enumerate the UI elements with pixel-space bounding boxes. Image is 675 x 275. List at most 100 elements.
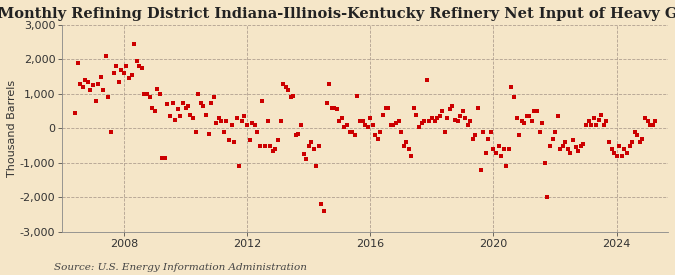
Point <box>203 131 214 136</box>
Point <box>159 155 170 160</box>
Point <box>95 75 106 79</box>
Point <box>277 81 288 86</box>
Point <box>547 136 558 141</box>
Point <box>296 123 306 127</box>
Point <box>421 78 432 82</box>
Point <box>609 150 620 155</box>
Point <box>313 144 324 148</box>
Y-axis label: Thousand Barrels: Thousand Barrels <box>7 80 17 177</box>
Point <box>286 95 296 100</box>
Point <box>493 144 504 148</box>
Point <box>632 133 643 138</box>
Point <box>324 81 335 86</box>
Point <box>626 140 637 144</box>
Point <box>129 42 140 46</box>
Point <box>103 95 113 100</box>
Point <box>562 147 573 151</box>
Point <box>101 54 111 58</box>
Point <box>552 114 563 119</box>
Point <box>90 98 101 103</box>
Point <box>383 106 394 110</box>
Point <box>344 130 355 134</box>
Point <box>275 119 286 124</box>
Point <box>588 116 599 120</box>
Point <box>596 112 607 117</box>
Point <box>170 117 181 122</box>
Point <box>645 123 655 127</box>
Point <box>619 147 630 151</box>
Point <box>162 102 173 106</box>
Point <box>483 136 493 141</box>
Point <box>211 121 221 125</box>
Point <box>495 154 506 158</box>
Point <box>200 112 211 117</box>
Point <box>92 81 103 86</box>
Point <box>167 100 178 105</box>
Point <box>213 116 224 120</box>
Text: Source: U.S. Energy Information Administration: Source: U.S. Energy Information Administ… <box>54 263 307 272</box>
Point <box>431 116 442 120</box>
Point <box>475 167 486 172</box>
Point <box>265 144 275 148</box>
Point <box>511 116 522 120</box>
Point <box>293 131 304 136</box>
Point <box>452 119 463 124</box>
Point <box>209 95 219 100</box>
Title: Monthly Refining District Indiana-Illinois-Kentucky Refinery Net Input of Heavy : Monthly Refining District Indiana-Illino… <box>0 7 675 21</box>
Point <box>78 85 88 89</box>
Point <box>149 109 160 113</box>
Point <box>193 92 204 96</box>
Point <box>642 119 653 124</box>
Point <box>391 121 402 125</box>
Point <box>637 136 648 141</box>
Point <box>385 123 396 127</box>
Point <box>136 66 147 70</box>
Point <box>121 64 132 68</box>
Point <box>283 88 294 93</box>
Point <box>570 145 581 150</box>
Point <box>408 106 419 110</box>
Point <box>647 123 658 127</box>
Point <box>558 144 568 148</box>
Point <box>267 148 278 153</box>
Point <box>172 107 183 112</box>
Point <box>575 144 586 148</box>
Point <box>639 116 650 120</box>
Point <box>378 112 389 117</box>
Point <box>354 119 365 124</box>
Point <box>539 161 550 165</box>
Point <box>506 85 517 89</box>
Point <box>612 154 622 158</box>
Point <box>375 130 386 134</box>
Point <box>223 138 234 143</box>
Point <box>591 123 601 127</box>
Point <box>516 119 527 124</box>
Point <box>146 106 157 110</box>
Point <box>472 106 483 110</box>
Point <box>555 147 566 151</box>
Point <box>542 195 553 200</box>
Point <box>362 125 373 129</box>
Point <box>460 116 470 120</box>
Point <box>470 133 481 138</box>
Point <box>229 140 240 144</box>
Point <box>439 130 450 134</box>
Point <box>509 95 520 100</box>
Point <box>257 98 268 103</box>
Point <box>603 140 614 144</box>
Point <box>455 114 466 119</box>
Point <box>434 114 445 119</box>
Point <box>398 144 409 148</box>
Point <box>545 144 556 148</box>
Point <box>329 106 340 110</box>
Point <box>467 136 478 141</box>
Point <box>573 148 584 153</box>
Point <box>498 147 509 151</box>
Point <box>216 119 227 124</box>
Point <box>280 85 291 89</box>
Point <box>447 104 458 108</box>
Point <box>491 150 502 155</box>
Point <box>139 92 150 96</box>
Point <box>393 119 404 124</box>
Point <box>373 136 383 141</box>
